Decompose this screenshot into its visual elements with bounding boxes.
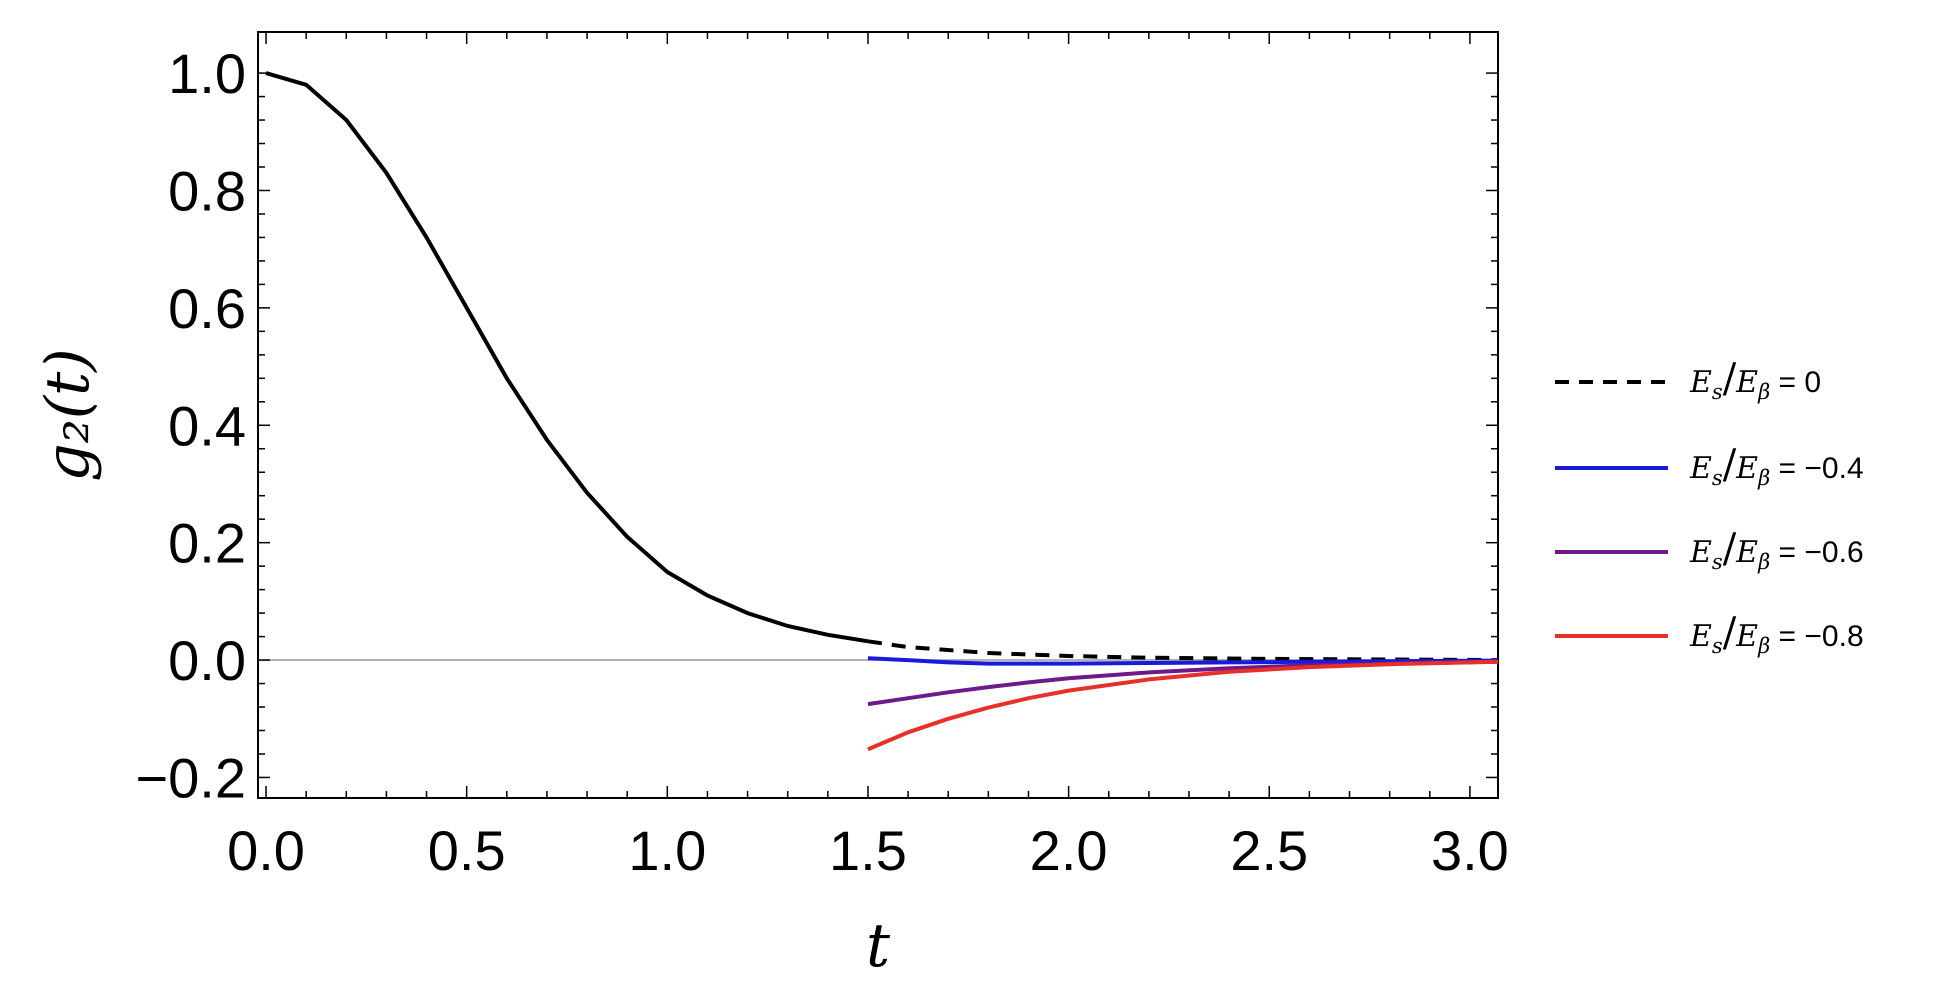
legend-label-0: Es/Eβ = 0 bbox=[1689, 356, 1821, 404]
x-tick-label: 1.5 bbox=[829, 819, 907, 882]
legend-label-3: Es/Eβ = −0.8 bbox=[1689, 610, 1864, 658]
x-tick-label: 2.5 bbox=[1230, 819, 1308, 882]
x-tick-labels: 0.0 0.5 1.0 1.5 2.0 2.5 3.0 bbox=[227, 819, 1509, 882]
legend-label-1: Es/Eβ = −0.4 bbox=[1689, 442, 1864, 490]
series-line-2 bbox=[867, 659, 1499, 707]
plot-frame bbox=[257, 31, 1499, 799]
y-tick-label: 0.4 bbox=[168, 394, 246, 457]
legend: Es/Eβ = 0 Es/Eβ = −0.4 Es/Eβ = −0.6 Es/Eβ =… bbox=[1555, 356, 1864, 658]
series-lines bbox=[265, 71, 1499, 752]
series-line-0-dashed bbox=[867, 639, 1499, 663]
y-tick-label: 0.0 bbox=[168, 629, 246, 692]
series-line-0 bbox=[265, 71, 869, 644]
legend-label-2: Es/Eβ = −0.6 bbox=[1689, 526, 1864, 574]
y-tick-label: −0.2 bbox=[135, 746, 246, 809]
x-tick-label: 0.0 bbox=[227, 819, 305, 882]
x-tick-label: 1.0 bbox=[628, 819, 706, 882]
x-tick-label: 0.5 bbox=[428, 819, 506, 882]
x-tick-label: 2.0 bbox=[1030, 819, 1108, 882]
x-tick-label: 3.0 bbox=[1431, 819, 1509, 882]
axis-ticks bbox=[258, 32, 1498, 798]
y-tick-label: 0.8 bbox=[168, 159, 246, 222]
y-tick-labels: 1.0 0.8 0.6 0.4 0.2 0.0 −0.2 bbox=[135, 42, 246, 809]
series-line-1 bbox=[867, 656, 1499, 666]
y-axis-title: g₂(t) bbox=[33, 348, 103, 481]
series-line-3 bbox=[867, 659, 1499, 752]
y-tick-label: 1.0 bbox=[168, 42, 246, 105]
y-tick-label: 0.2 bbox=[168, 512, 246, 575]
y-tick-label: 0.6 bbox=[168, 277, 246, 340]
x-axis-title: t bbox=[866, 911, 891, 981]
